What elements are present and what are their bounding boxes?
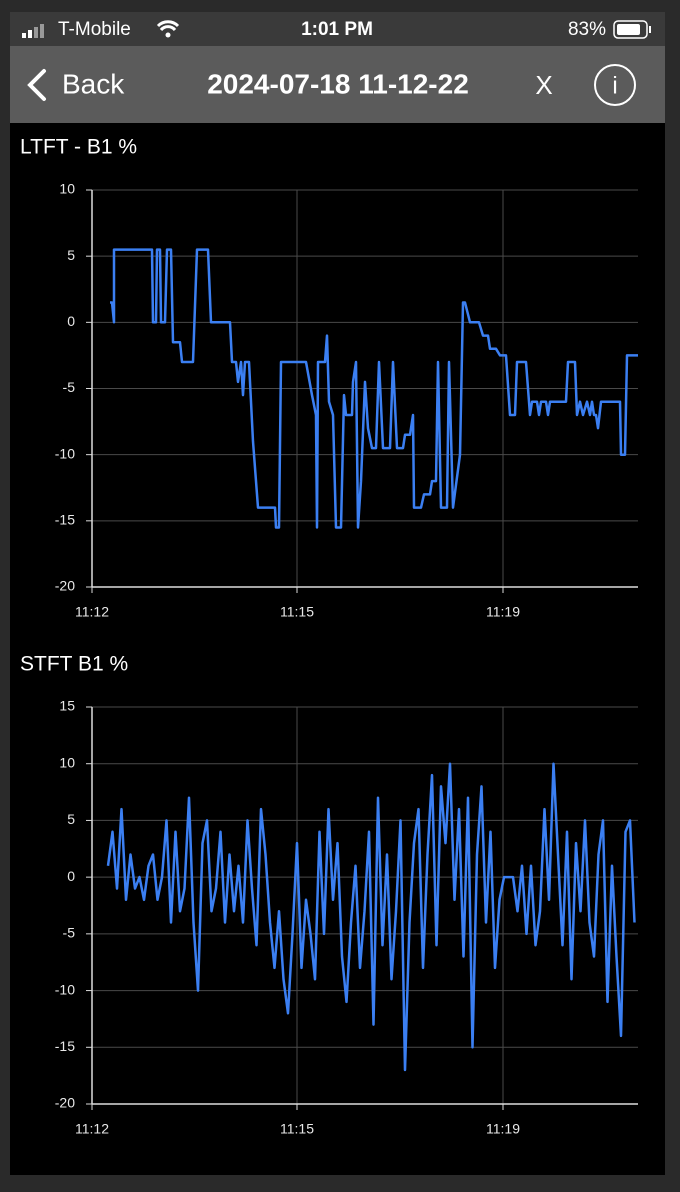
y-tick-label: -10 bbox=[55, 981, 75, 997]
y-tick-label: -5 bbox=[63, 379, 76, 395]
battery-percent: 83% bbox=[568, 19, 606, 40]
battery-level bbox=[617, 24, 640, 35]
status-bar bbox=[10, 12, 665, 46]
y-tick-label: -20 bbox=[55, 578, 75, 594]
nav-bar bbox=[10, 46, 665, 123]
x-tick-label: 11:12 bbox=[75, 1121, 109, 1137]
chart-title: LTFT - B1 % bbox=[20, 136, 137, 159]
y-tick-label: 0 bbox=[67, 868, 75, 884]
x-tick-label: 11:12 bbox=[75, 604, 109, 620]
wifi-icon bbox=[156, 20, 180, 32]
y-tick-label: -5 bbox=[63, 925, 76, 941]
battery-tip bbox=[649, 26, 651, 33]
carrier: T-Mobile bbox=[58, 19, 131, 40]
back-chevron[interactable] bbox=[27, 69, 46, 101]
info-ring[interactable] bbox=[594, 64, 636, 106]
x-tick-label: 11:15 bbox=[280, 604, 314, 620]
data-line bbox=[110, 248, 638, 529]
y-tick-label: 5 bbox=[67, 811, 75, 827]
nav-title: 2024-07-18 11-12-22 bbox=[207, 68, 469, 99]
chart-panel bbox=[10, 123, 665, 1175]
close-button[interactable]: X bbox=[535, 70, 552, 100]
y-tick-label: 10 bbox=[59, 181, 75, 197]
y-tick-label: 5 bbox=[67, 247, 75, 263]
y-tick-label: -15 bbox=[55, 512, 75, 528]
info-button[interactable]: i bbox=[612, 72, 617, 99]
back-button[interactable]: Back bbox=[62, 68, 125, 99]
x-tick-label: 11:19 bbox=[486, 604, 520, 620]
y-tick-label: -20 bbox=[55, 1095, 75, 1111]
y-tick-label: -15 bbox=[55, 1038, 75, 1054]
y-tick-label: 0 bbox=[67, 313, 75, 329]
battery-icon bbox=[613, 20, 648, 39]
x-tick-label: 11:19 bbox=[486, 1121, 520, 1137]
clock: 1:01 PM bbox=[301, 19, 373, 40]
signal bbox=[22, 24, 44, 38]
y-tick-label: 15 bbox=[59, 698, 75, 714]
data-line bbox=[106, 762, 636, 1072]
y-tick-label: -10 bbox=[55, 445, 75, 461]
x-tick-label: 11:15 bbox=[280, 1121, 314, 1137]
y-tick-label: 10 bbox=[59, 754, 75, 770]
chart-title: STFT B1 % bbox=[20, 653, 128, 676]
wifi-dot bbox=[165, 32, 171, 38]
